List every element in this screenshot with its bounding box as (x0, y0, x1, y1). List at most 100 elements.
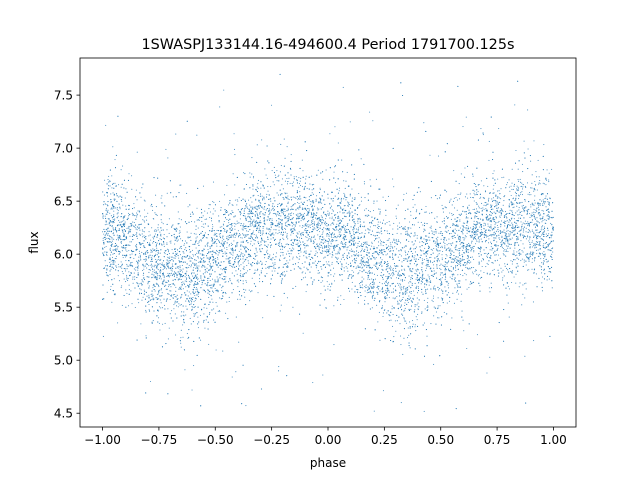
data-point (285, 243, 287, 245)
data-point (478, 207, 480, 209)
data-point (501, 235, 503, 237)
data-point (121, 271, 123, 273)
data-point (339, 231, 341, 233)
data-point (333, 249, 335, 251)
data-point (380, 227, 383, 229)
data-point (203, 307, 205, 309)
data-point (463, 330, 465, 332)
data-point (126, 227, 128, 229)
data-point (518, 250, 520, 252)
data-point (125, 289, 127, 291)
data-point (524, 223, 526, 225)
data-point (464, 222, 466, 224)
data-point (342, 209, 344, 212)
data-point (458, 229, 460, 232)
data-point (450, 198, 452, 200)
data-point (417, 302, 419, 304)
data-point (158, 306, 161, 308)
data-point (247, 230, 249, 232)
data-point (284, 231, 287, 233)
data-point (538, 244, 540, 246)
data-point (299, 195, 301, 197)
data-point (262, 207, 264, 209)
data-point (166, 299, 168, 301)
data-point (158, 317, 160, 319)
data-point (524, 297, 526, 299)
data-point (541, 290, 544, 292)
data-point (499, 216, 501, 219)
data-point (468, 242, 470, 245)
data-point (406, 337, 409, 339)
data-point (269, 258, 271, 260)
data-point (437, 236, 439, 238)
data-point (215, 263, 217, 266)
data-point (189, 260, 191, 262)
data-point (427, 274, 429, 276)
data-point (317, 209, 319, 211)
data-point (529, 216, 531, 219)
data-point (137, 272, 139, 274)
data-point (321, 246, 323, 248)
data-point (237, 256, 239, 258)
data-point (363, 183, 366, 185)
data-point (268, 194, 270, 196)
data-point (222, 279, 224, 281)
data-point (160, 258, 162, 260)
data-point (191, 389, 193, 391)
data-point (277, 203, 279, 205)
data-point (200, 239, 202, 241)
data-point (378, 245, 380, 247)
data-point (280, 304, 282, 306)
data-point (360, 259, 362, 261)
data-point (214, 232, 216, 234)
data-point (369, 291, 371, 293)
data-point (168, 253, 170, 255)
data-point (112, 218, 114, 221)
data-point (119, 221, 121, 223)
data-point (139, 229, 141, 231)
data-point (470, 242, 473, 244)
data-point (217, 278, 219, 280)
data-point (301, 207, 303, 209)
data-point (454, 259, 456, 261)
data-point (473, 200, 475, 202)
data-point (295, 243, 297, 245)
data-point (489, 272, 491, 274)
data-point (354, 213, 356, 215)
data-point (148, 235, 150, 237)
data-point (166, 229, 168, 231)
data-point (208, 343, 210, 345)
data-point (484, 223, 486, 225)
data-point (275, 215, 277, 217)
data-point (537, 183, 540, 185)
data-point (515, 282, 517, 284)
data-point (481, 260, 483, 262)
data-point (179, 265, 181, 267)
data-point (460, 173, 462, 175)
data-point (272, 253, 275, 255)
data-point (314, 254, 316, 256)
data-point (245, 280, 247, 282)
data-point (298, 240, 300, 242)
data-point (326, 240, 328, 242)
data-point (109, 225, 111, 227)
data-point (462, 125, 464, 128)
data-point (370, 286, 372, 288)
data-point (256, 255, 258, 257)
data-point (357, 236, 359, 238)
data-point (446, 281, 448, 283)
data-point (480, 196, 482, 198)
data-point (481, 209, 483, 211)
data-point (138, 260, 140, 263)
data-point (446, 263, 448, 265)
data-point (300, 220, 302, 222)
data-point (534, 244, 537, 246)
data-point (483, 185, 485, 187)
data-point (427, 288, 429, 290)
data-point (322, 230, 324, 232)
data-point (110, 285, 112, 287)
data-point (478, 255, 480, 257)
data-point (310, 203, 312, 205)
data-point (222, 223, 224, 225)
data-point (317, 222, 319, 225)
